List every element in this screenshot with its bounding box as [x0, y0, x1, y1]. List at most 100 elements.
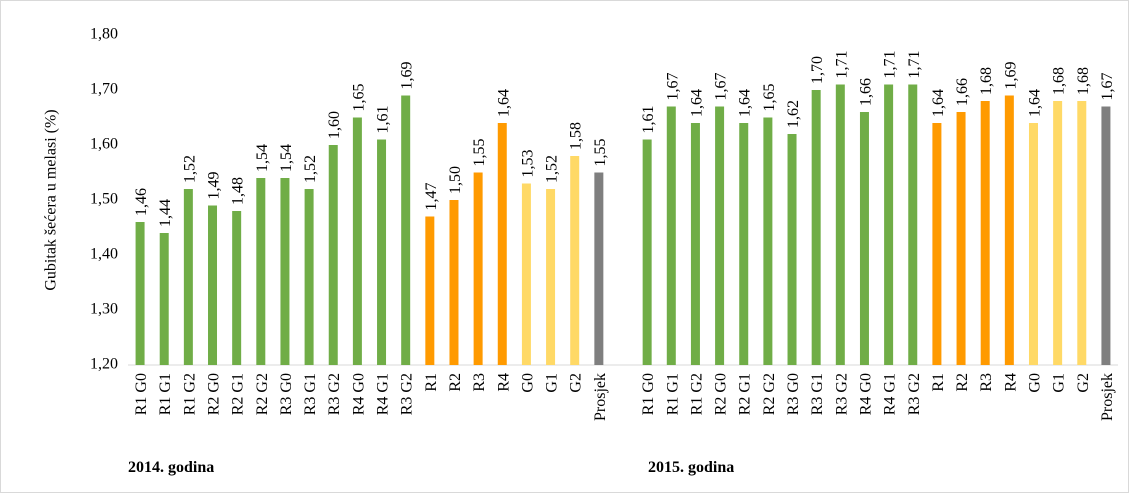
bar [473, 172, 483, 365]
x-tick-label: R2 G0 [206, 373, 223, 415]
bar [1004, 95, 1014, 365]
bar [811, 90, 821, 365]
x-tick-label: R2 G2 [761, 373, 778, 415]
bar [521, 183, 531, 365]
value-label: 1,61 [375, 106, 392, 134]
value-label: 1,46 [133, 188, 150, 216]
x-tick-label: R3 [978, 373, 995, 392]
bar [690, 123, 700, 365]
bar [932, 123, 942, 365]
value-label: 1,64 [737, 89, 754, 117]
x-tick-label: R4 G0 [350, 373, 367, 415]
value-label: 1,48 [230, 177, 247, 205]
x-tick-label: G1 [544, 373, 561, 393]
x-tick-label: R2 G0 [713, 373, 730, 415]
value-label: 1,50 [447, 166, 464, 194]
x-tick-label: R2 G1 [737, 373, 754, 415]
x-tick-label: R1 G0 [640, 373, 657, 415]
group-label: 2015. godina [648, 459, 734, 476]
bar [377, 139, 387, 365]
bar [425, 216, 435, 365]
value-label: 1,62 [785, 100, 802, 128]
y-tick-label: 1,80 [90, 26, 118, 43]
x-tick-label: R2 [447, 373, 464, 392]
value-label: 1,64 [688, 89, 705, 117]
value-label: 1,70 [809, 56, 826, 84]
bar [280, 178, 290, 365]
x-tick-label: G2 [1075, 373, 1092, 393]
bar [1053, 101, 1063, 365]
bar [570, 156, 580, 365]
x-tick-label: R3 G2 [326, 373, 343, 415]
x-tick-label: R1 G1 [664, 373, 681, 415]
value-label: 1,64 [930, 89, 947, 117]
bar [787, 134, 797, 365]
value-label: 1,68 [1051, 67, 1068, 95]
y-tick-label: 1,50 [90, 191, 118, 208]
value-label: 1,65 [350, 84, 367, 112]
value-label: 1,69 [1002, 62, 1019, 90]
x-tick-label: G0 [519, 373, 536, 393]
bar [859, 112, 869, 365]
bar [956, 112, 966, 365]
value-label: 1,54 [254, 144, 271, 172]
y-tick-label: 1,20 [90, 356, 118, 373]
bar [666, 106, 676, 365]
x-tick-label: G0 [1026, 373, 1043, 393]
x-tick-label: R4 [495, 373, 512, 392]
x-tick-label: R3 G2 [833, 373, 850, 415]
bar [884, 84, 894, 365]
x-tick-label: Prosjek [592, 373, 609, 421]
value-label: 1,52 [544, 155, 561, 183]
value-label: 1,61 [640, 106, 657, 134]
bar [980, 101, 990, 365]
y-tick-label: 1,70 [90, 81, 118, 98]
x-tick-label: R4 G0 [857, 373, 874, 415]
group-label: 2014. godina [128, 459, 214, 476]
value-label: 1,67 [1099, 73, 1116, 101]
bar [328, 145, 338, 365]
value-label: 1,47 [423, 183, 440, 211]
x-tick-label: R1 G2 [181, 373, 198, 415]
bar [739, 123, 749, 365]
x-tick-label: R1 G2 [688, 373, 705, 415]
value-label: 1,67 [713, 73, 730, 101]
value-label: 1,67 [664, 73, 681, 101]
bar [642, 139, 652, 365]
bar [183, 189, 193, 365]
y-tick-label: 1,30 [90, 301, 118, 318]
x-tick-label: R3 G2 [906, 373, 923, 415]
bar [835, 84, 845, 365]
bar [1028, 123, 1038, 365]
value-label: 1,71 [833, 51, 850, 79]
bar [1077, 101, 1087, 365]
value-label: 1,66 [857, 78, 874, 106]
x-tick-label: R2 [954, 373, 971, 392]
bar [352, 117, 362, 365]
value-label: 1,65 [761, 84, 778, 112]
value-label: 1,68 [978, 67, 995, 95]
value-label: 1,58 [568, 122, 585, 150]
y-tick-label: 1,40 [90, 246, 118, 263]
value-label: 1,44 [157, 199, 174, 227]
x-tick-label: R1 G1 [157, 373, 174, 415]
x-tick-label: Prosjek [1099, 373, 1116, 421]
value-label: 1,52 [302, 155, 319, 183]
bar [546, 189, 556, 365]
bar [763, 117, 773, 365]
x-tick-label: R3 [471, 373, 488, 392]
x-tick-label: R4 [1002, 373, 1019, 392]
value-label: 1,52 [181, 155, 198, 183]
bar [304, 189, 314, 365]
x-tick-label: G1 [1051, 373, 1068, 393]
value-label: 1,55 [592, 139, 609, 167]
value-label: 1,71 [906, 51, 923, 79]
x-tick-label: R4 G1 [375, 373, 392, 415]
x-tick-label: R3 G0 [278, 373, 295, 415]
bar [497, 123, 507, 365]
bar [449, 200, 459, 365]
bar [256, 178, 266, 365]
bar [908, 84, 918, 365]
value-label: 1,49 [206, 172, 223, 200]
